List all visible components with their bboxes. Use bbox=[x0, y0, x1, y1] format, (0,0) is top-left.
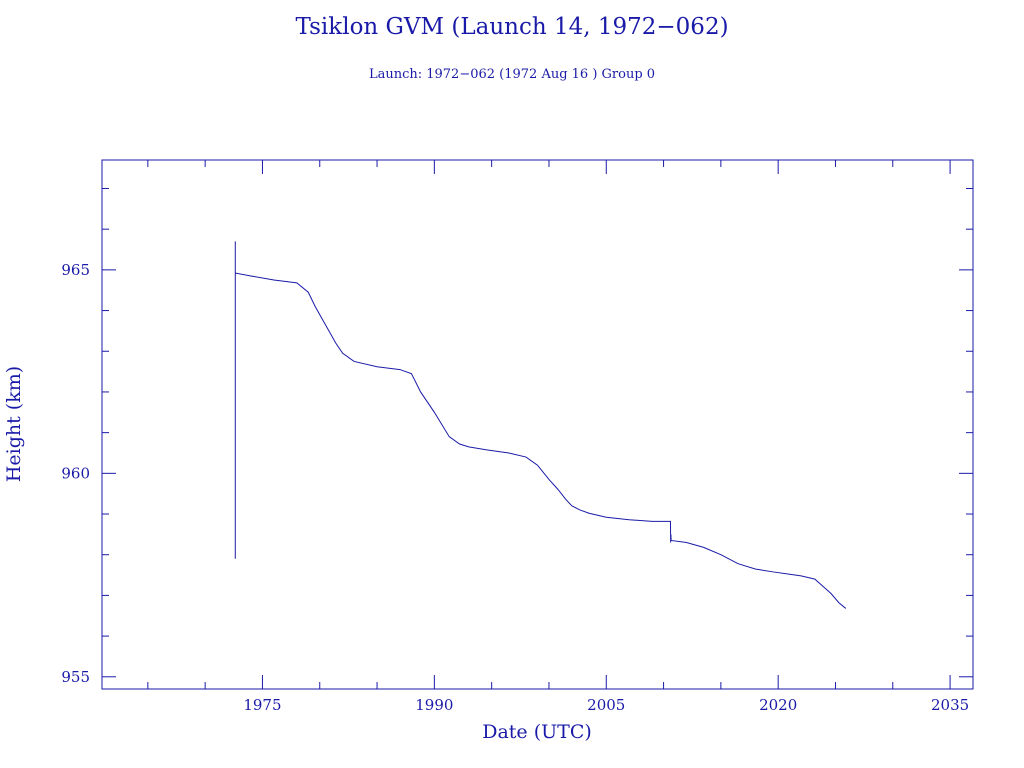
plot-frame bbox=[101, 159, 974, 690]
x-tick-label: 1975 bbox=[243, 696, 281, 714]
x-tick-label: 1990 bbox=[415, 696, 453, 714]
y-tick-label: 955 bbox=[61, 668, 90, 686]
x-axis-label: Date (UTC) bbox=[482, 721, 592, 743]
height-series-line bbox=[234, 241, 847, 609]
y-tick-label: 960 bbox=[61, 464, 90, 482]
y-tick-label: 965 bbox=[61, 261, 90, 279]
chart-title: Tsiklon GVM (Launch 14, 1972−062) bbox=[295, 14, 729, 40]
x-tick-label: 2020 bbox=[759, 696, 797, 714]
x-tick-label: 2005 bbox=[587, 696, 625, 714]
x-tick-label: 2035 bbox=[931, 696, 969, 714]
y-axis-label: Height (km) bbox=[3, 366, 25, 482]
chart-subtitle: Launch: 1972−062 (1972 Aug 16 ) Group 0 bbox=[368, 67, 656, 82]
